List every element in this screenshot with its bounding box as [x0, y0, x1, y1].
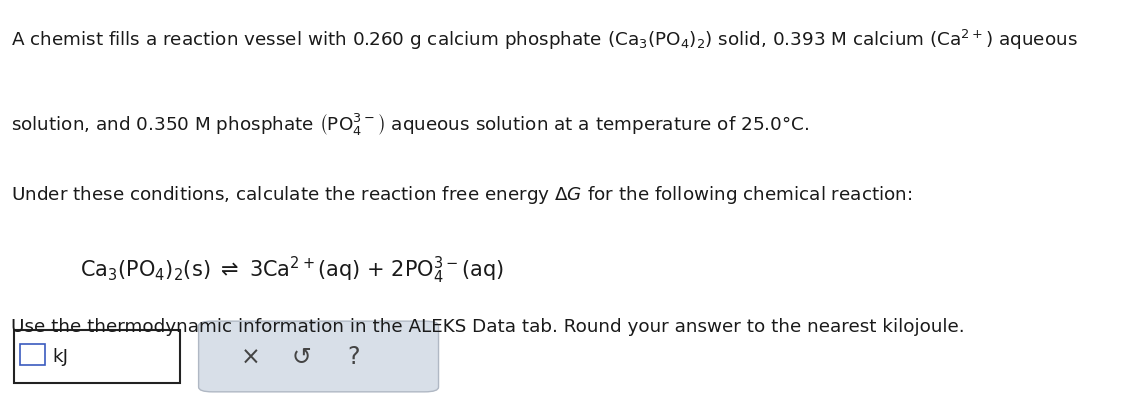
- Text: Use the thermodynamic information in the ALEKS Data tab. Round your answer to th: Use the thermodynamic information in the…: [11, 318, 965, 336]
- Text: A chemist fills a reaction vessel with 0.260 g calcium phosphate $\left(\mathrm{: A chemist fills a reaction vessel with 0…: [11, 28, 1078, 52]
- Text: solution, and 0.350 M phosphate $\left(\mathrm{PO_4^{3-}}\right)$ aqueous soluti: solution, and 0.350 M phosphate $\left(\…: [11, 111, 809, 137]
- Bar: [14, 330, 180, 383]
- FancyBboxPatch shape: [199, 321, 439, 392]
- Text: kJ: kJ: [53, 348, 69, 367]
- Text: ↺: ↺: [292, 346, 312, 369]
- Text: $\mathrm{Ca_3(PO_4)_2}$(s) $\rightleftharpoons$ $3\mathrm{Ca^{2+}}$(aq) + $2\mat: $\mathrm{Ca_3(PO_4)_2}$(s) $\rightleftha…: [80, 255, 504, 286]
- Text: ?: ?: [348, 346, 359, 369]
- Bar: [20, 344, 45, 365]
- Text: Under these conditions, calculate the reaction free energy $\Delta G$ for the fo: Under these conditions, calculate the re…: [11, 184, 913, 206]
- Text: ×: ×: [240, 346, 261, 369]
